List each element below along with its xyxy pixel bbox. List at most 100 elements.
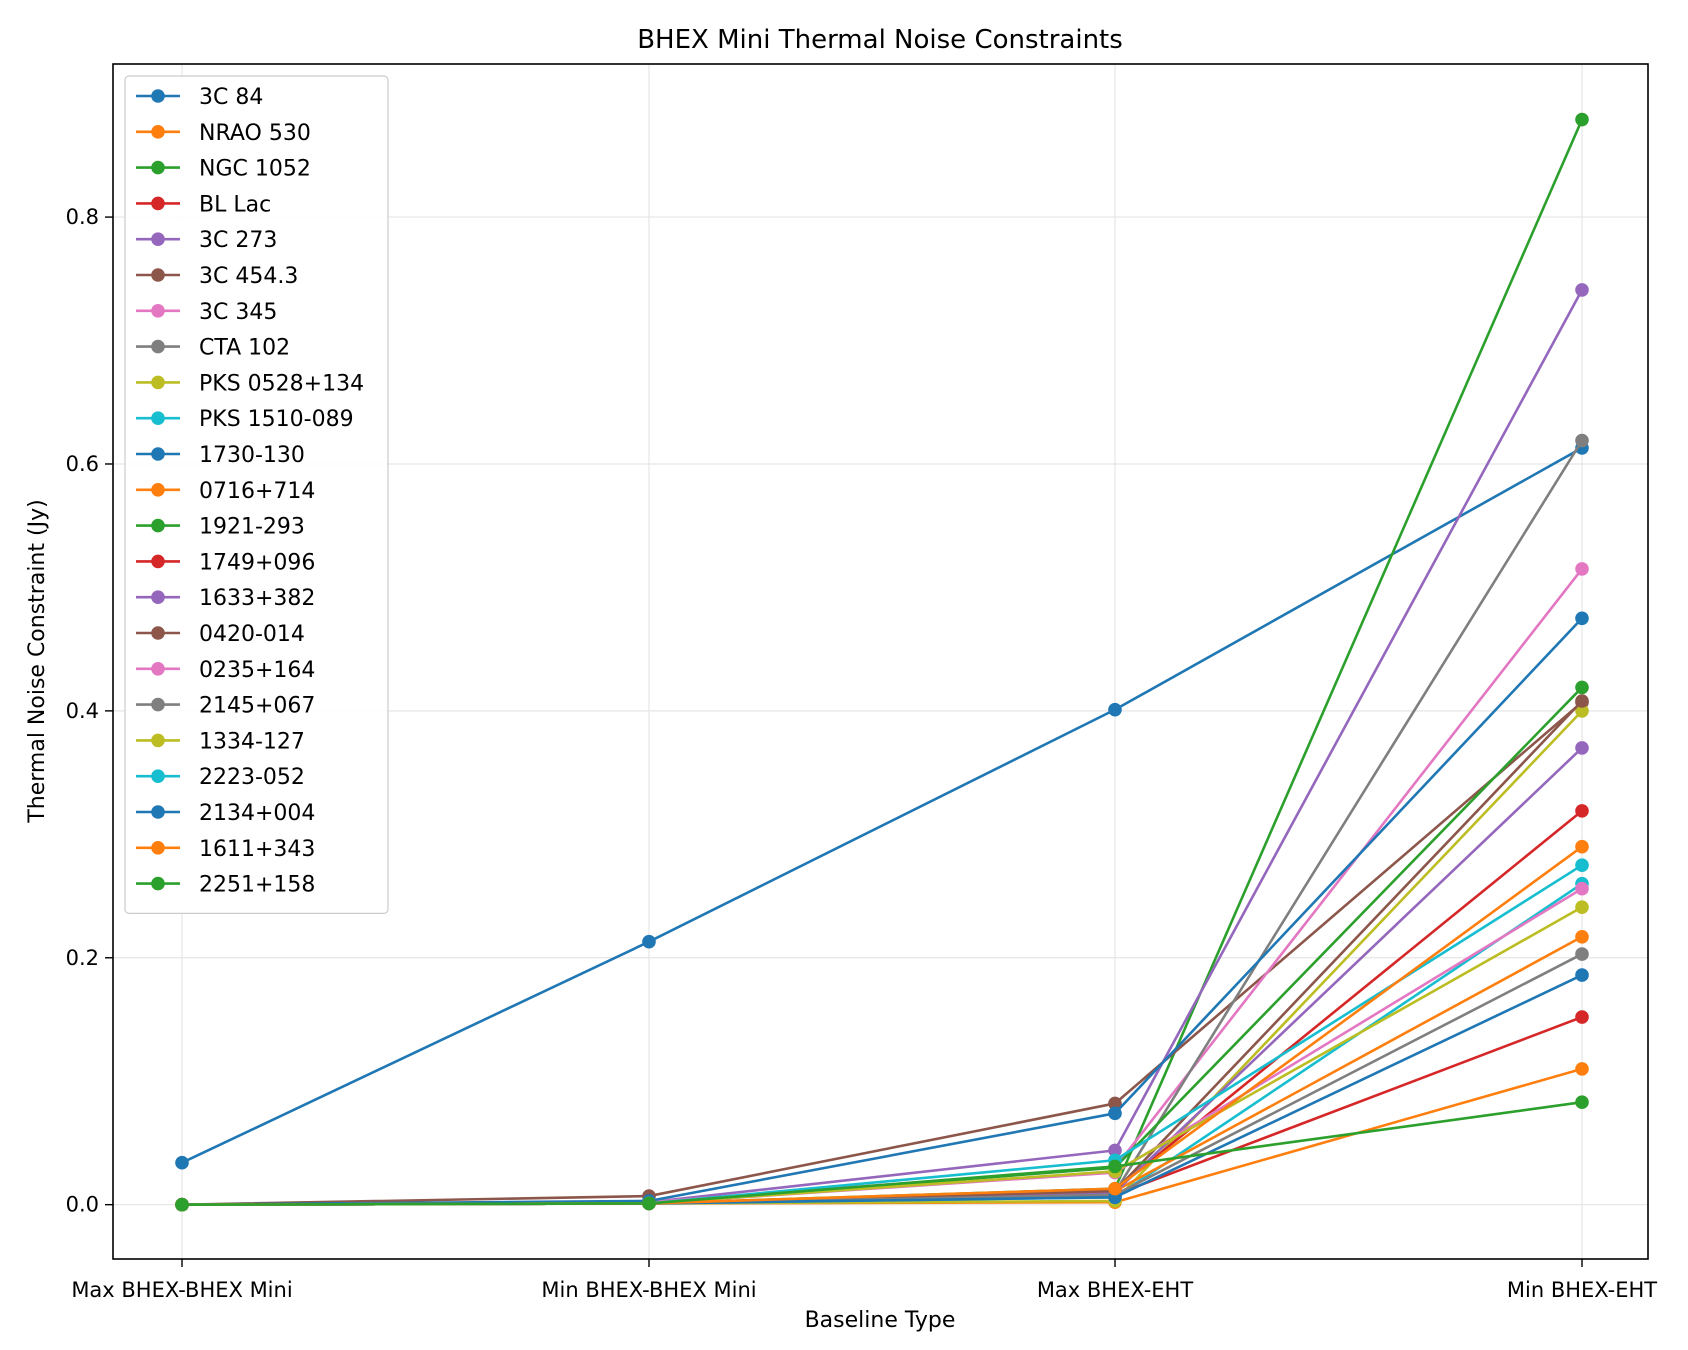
legend-marker bbox=[151, 805, 165, 819]
legend-marker bbox=[151, 876, 165, 891]
data-point bbox=[1575, 839, 1589, 854]
legend-label: 0420-014 bbox=[199, 622, 305, 647]
legend-marker bbox=[151, 554, 165, 569]
data-point bbox=[1575, 947, 1589, 961]
legend-marker bbox=[151, 769, 165, 783]
data-point bbox=[1575, 1062, 1589, 1076]
data-point bbox=[1575, 704, 1589, 718]
series-line bbox=[181, 1100, 1583, 1206]
y-tick-label: 0.0 bbox=[66, 1193, 99, 1217]
legend-label: 0716+714 bbox=[199, 479, 315, 504]
data-point bbox=[1575, 741, 1589, 755]
legend-marker bbox=[151, 626, 165, 640]
data-point bbox=[175, 1197, 189, 1212]
legend-marker bbox=[151, 590, 165, 604]
y-tick-label: 0.2 bbox=[66, 946, 99, 970]
data-point bbox=[1108, 1096, 1122, 1111]
y-tick-label: 0.8 bbox=[66, 205, 99, 229]
series-2251-158 bbox=[175, 1095, 1589, 1212]
legend-marker bbox=[151, 304, 165, 318]
data-point bbox=[1575, 881, 1589, 896]
data-point bbox=[1575, 804, 1589, 818]
legend-label: 1749+096 bbox=[199, 550, 315, 575]
chart-title: BHEX Mini Thermal Noise Constraints bbox=[637, 25, 1123, 55]
x-axis-label: Baseline Type bbox=[805, 1308, 956, 1333]
legend-label: 0235+164 bbox=[199, 658, 315, 683]
data-point bbox=[1575, 1095, 1589, 1110]
series-line bbox=[181, 701, 1583, 1206]
legend-label: CTA 102 bbox=[199, 336, 290, 361]
y-axis: 0.0 0.2 0.4 0.6 0.8 bbox=[66, 205, 113, 1217]
series-line bbox=[181, 446, 1583, 1164]
data-point bbox=[1575, 680, 1589, 695]
x-tick-label: Max BHEX-BHEX Mini bbox=[71, 1278, 292, 1302]
legend-marker bbox=[151, 160, 165, 175]
legend-label: PKS 1510-089 bbox=[199, 407, 354, 432]
legend-marker bbox=[151, 518, 165, 533]
legend-box bbox=[124, 75, 389, 915]
data-point bbox=[1108, 1181, 1122, 1196]
legend: 3C 84 NRAO 530 NGC 1052 BL Lac 3C 273 3C 454.… bbox=[124, 75, 389, 915]
legend-label: 2223-052 bbox=[199, 765, 305, 790]
legend-marker bbox=[151, 697, 165, 712]
legend-label: 1730-130 bbox=[199, 443, 305, 468]
legend-marker bbox=[151, 89, 165, 103]
data-point bbox=[642, 934, 656, 949]
data-point bbox=[1575, 968, 1589, 982]
legend-label: 3C 273 bbox=[199, 228, 277, 253]
legend-marker bbox=[151, 196, 165, 211]
legend-label: 1921-293 bbox=[199, 515, 305, 540]
x-axis: Max BHEX-BHEX Mini Min BHEX-BHEX Mini Max … bbox=[71, 1259, 1657, 1302]
legend-label: PKS 0528+134 bbox=[199, 371, 364, 396]
legend-marker bbox=[151, 841, 165, 855]
data-point bbox=[1575, 694, 1589, 708]
data-point bbox=[1108, 1159, 1122, 1174]
data-point bbox=[1575, 562, 1589, 576]
legend-label: NGC 1052 bbox=[199, 157, 311, 182]
data-point bbox=[1575, 858, 1589, 872]
data-point bbox=[642, 1196, 656, 1211]
data-point bbox=[1575, 433, 1589, 448]
series-layer bbox=[175, 112, 1589, 1212]
legend-marker bbox=[151, 268, 165, 282]
legend-label: 1633+382 bbox=[199, 586, 315, 611]
legend-label: NRAO 530 bbox=[199, 121, 311, 146]
data-point bbox=[1575, 611, 1589, 626]
y-tick-label: 0.4 bbox=[66, 699, 99, 723]
data-point bbox=[1575, 283, 1589, 297]
data-point bbox=[175, 1155, 189, 1170]
legend-marker bbox=[151, 232, 165, 246]
x-tick-label: Min BHEX-BHEX Mini bbox=[541, 1278, 756, 1302]
legend-marker bbox=[151, 339, 165, 354]
legend-label: 3C 345 bbox=[199, 300, 277, 325]
data-point bbox=[1108, 1143, 1122, 1158]
legend-label: BL Lac bbox=[199, 192, 271, 217]
legend-marker bbox=[151, 733, 165, 748]
legend-marker bbox=[151, 411, 165, 426]
legend-label: 1611+343 bbox=[199, 837, 315, 862]
data-point bbox=[1575, 929, 1589, 944]
legend-label: 2145+067 bbox=[199, 694, 315, 719]
legend-marker bbox=[151, 483, 165, 497]
data-point bbox=[1575, 1010, 1589, 1024]
legend-label: 2251+158 bbox=[199, 873, 315, 898]
legend-label: 3C 84 bbox=[199, 85, 263, 110]
data-point bbox=[1108, 702, 1122, 717]
legend-marker bbox=[151, 375, 165, 390]
data-point bbox=[1575, 900, 1589, 914]
x-tick-label: Max BHEX-EHT bbox=[1037, 1278, 1194, 1302]
x-tick-label: Min BHEX-EHT bbox=[1507, 1278, 1657, 1302]
y-tick-label: 0.6 bbox=[66, 452, 99, 476]
legend-label: 2134+004 bbox=[199, 801, 315, 826]
series-3c-84 bbox=[175, 441, 1589, 1170]
legend-marker bbox=[151, 662, 165, 676]
legend-marker bbox=[151, 447, 165, 461]
legend-label: 3C 454.3 bbox=[199, 264, 298, 289]
legend-marker bbox=[151, 125, 165, 139]
plot-frame bbox=[112, 63, 1649, 1260]
legend-label: 1334-127 bbox=[199, 729, 305, 754]
data-point bbox=[1108, 1106, 1122, 1121]
data-point bbox=[1575, 112, 1589, 127]
y-axis-label: Thermal Noise Constraint (Jy) bbox=[25, 499, 50, 823]
